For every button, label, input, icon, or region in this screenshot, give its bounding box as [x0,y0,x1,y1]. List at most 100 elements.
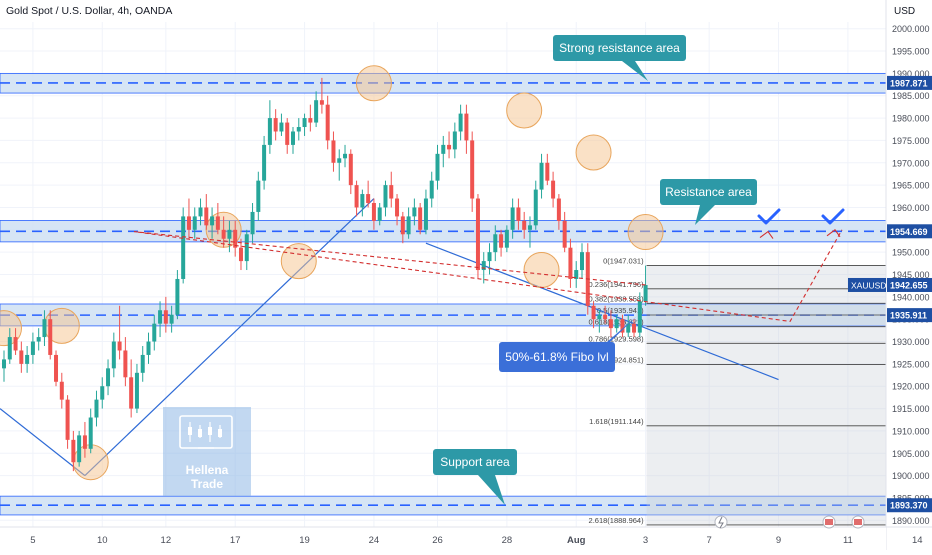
price-tag-strong-resistance [887,75,932,90]
candle-body [499,234,504,248]
candle-body [383,185,388,208]
candle-body [175,278,180,315]
symbol-tag-label: XAUUSD [851,280,886,290]
axis-currency-label: USD [894,6,915,17]
price-tick-label: 1985.000 [892,91,930,101]
candle-body [210,216,215,226]
candle-body [192,216,197,230]
fibo-callout-box [499,342,615,372]
candle-body [111,341,116,369]
time-tick-label: 3 [643,535,648,546]
candle-body [186,216,191,230]
candle-body [2,359,6,369]
candle-body [377,207,382,221]
checkmark-icon [821,208,845,225]
candle-body [418,207,423,230]
price-tag-label: 1954.669 [890,227,928,237]
resistance-callout-tail [695,205,715,225]
fib-level-label: 0(1947.031) [603,256,644,265]
current-price-tag [887,277,932,292]
candle-body [117,341,122,351]
candlesticks [2,77,648,472]
candle-body [527,225,532,230]
candle-body [591,305,596,320]
candle-body [134,372,139,409]
candle-body [71,439,76,463]
candle-body [580,252,584,271]
candle-body [42,319,47,338]
candle-body [325,104,330,141]
highlight-circle [355,65,392,102]
candle-body [106,368,111,387]
candle-body [140,354,145,373]
candle-body [354,185,359,208]
time-tick-label: 26 [432,535,443,546]
us-flag-stripes-icon [825,519,833,525]
highlight-circle [575,134,612,171]
lightning-bolt-icon [718,516,724,529]
lightning-icon [714,515,728,529]
candle-body [458,113,463,132]
candle-body [412,207,417,217]
price-tick-label: 1950.000 [892,248,930,258]
candle-body [181,216,186,279]
trendline-ascending [84,198,375,477]
highlight-circle [280,243,317,280]
candle-body [343,153,348,159]
candle-body [13,337,18,351]
fib-level-label: 0.786(1929.598) [589,334,645,343]
fib-level-label: 1.618(1911.144) [589,417,644,426]
candle-body [152,323,157,342]
candle-body [233,229,238,248]
watermark-candle-body-icon [218,429,222,437]
candle-body [614,319,619,329]
price-axis-background [886,0,932,550]
candle-body [435,153,440,181]
highlight-circle [627,214,664,251]
time-axis[interactable]: 5 10 12 17 19 24 26 28 Aug 3 7 9 11 14 [0,515,932,550]
fib-shaded-area [646,265,886,525]
price-tick-label: 1970.000 [892,158,930,168]
time-tick-label: 24 [369,535,380,546]
price-tag-label: 1987.871 [890,78,928,88]
candle-body [77,435,82,463]
arrow-head-icon [759,230,774,239]
trendline-down-left [0,408,86,477]
fib-level-label: 2.618(1888.964) [589,516,645,525]
time-tick-label: 19 [299,535,310,546]
candle-body [285,122,290,145]
time-axis-background [0,527,886,550]
candle-body [643,284,648,302]
highlight-circle [506,92,543,129]
candle-body [389,185,394,199]
price-tick-label: 1900.000 [892,471,930,481]
watermark-text: Hellena [186,463,229,477]
arrow-head-icon [826,229,841,238]
strong-resistance-callout-text: Strong resistance area [559,41,680,55]
callouts: Strong resistance area Resistance area 50%… [433,35,757,505]
time-tick-label: 28 [502,535,513,546]
price-tick-label: 2000.000 [892,24,930,34]
highlight-circle [0,310,22,347]
support-callout-tail [478,475,505,505]
candle-body [123,350,128,378]
candle-body [48,319,53,355]
price-axis[interactable]: 1890.0001895.0001900.0001905.0001910.000… [848,0,932,550]
candle-body [250,211,255,235]
candle-body [227,229,232,239]
candle-body [562,220,567,248]
candle-body [487,252,492,262]
resistance-callout-box [660,179,757,205]
price-tick-label: 1975.000 [892,136,930,146]
candle-body [348,153,353,186]
checkmark-icon [757,208,781,225]
candle-body [204,207,209,226]
candle-body [238,247,243,262]
candle-body [481,261,486,271]
time-tick-label: 7 [707,535,712,546]
candle-body [100,386,105,400]
candle-body [626,323,631,333]
